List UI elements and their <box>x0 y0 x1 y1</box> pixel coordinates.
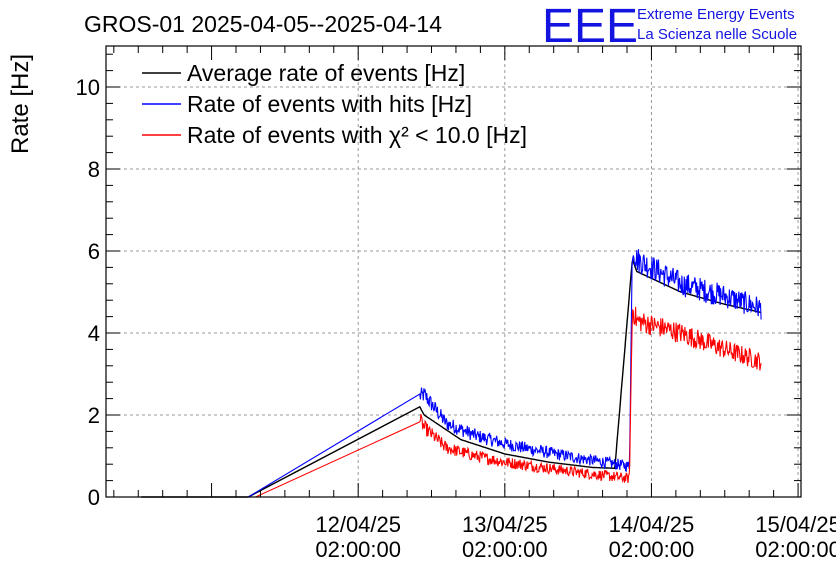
x-tick-label-date: 15/04/25 <box>755 512 836 537</box>
legend-label-1: Rate of events with hits [Hz] <box>187 91 472 117</box>
y-tick-label: 8 <box>88 157 100 182</box>
grid-lines <box>106 46 801 497</box>
axes <box>105 45 802 498</box>
y-tick-label: 6 <box>88 239 100 264</box>
eee-logo: EEE Extreme Energy Events La Scienza nel… <box>542 0 797 53</box>
series-line-2 <box>141 306 762 498</box>
x-tick-label-date: 13/04/25 <box>462 512 548 537</box>
x-tick-label-time: 02:00:00 <box>755 537 836 562</box>
series-layer <box>141 249 762 498</box>
legend-label-0: Average rate of events [Hz] <box>187 60 465 86</box>
x-tick-label-date: 12/04/25 <box>315 512 401 537</box>
x-tick-label-date: 14/04/25 <box>609 512 695 537</box>
plot-frame <box>105 45 802 498</box>
x-tick-label-time: 02:00:00 <box>462 537 548 562</box>
logo-line1: Extreme Energy Events <box>637 6 795 23</box>
tick-labels: 024681012/04/2502:00:0013/04/2502:00:001… <box>76 75 836 562</box>
y-tick-label: 2 <box>88 403 100 428</box>
series-line-0 <box>141 257 762 498</box>
x-tick-label-time: 02:00:00 <box>609 537 695 562</box>
y-axis-label: Rate [Hz] <box>7 54 34 154</box>
y-tick-label: 4 <box>88 321 100 346</box>
x-tick-label-time: 02:00:00 <box>315 537 401 562</box>
y-tick-label: 0 <box>88 485 100 510</box>
series-line-1 <box>141 249 762 498</box>
y-tick-label: 10 <box>76 75 100 100</box>
logo-letters: EEE <box>542 0 638 53</box>
logo-line2: La Scienza nelle Scuole <box>637 26 797 43</box>
chart-title: GROS-01 2025-04-05--2025-04-14 <box>84 11 442 37</box>
legend: Average rate of events [Hz] Rate of event… <box>142 60 527 148</box>
legend-label-2: Rate of events with χ² < 10.0 [Hz] <box>187 122 527 148</box>
